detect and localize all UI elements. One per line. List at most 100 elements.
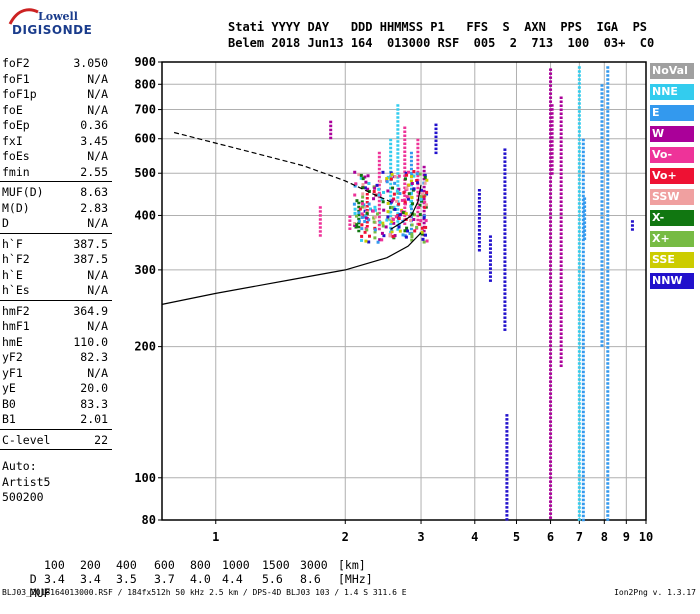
echo-mark: [577, 426, 581, 429]
echo-mark: [505, 494, 509, 497]
echo-mark: [477, 189, 481, 192]
echo-mark: [503, 156, 507, 159]
echo-mark: [318, 206, 322, 209]
echo-mark: [503, 304, 507, 307]
echo-mark: [549, 256, 553, 259]
echo-mark: [549, 460, 553, 463]
echo-mark: [505, 418, 509, 421]
echo-mark: [581, 174, 585, 178]
echo-mark: [357, 205, 361, 209]
echo-mark: [549, 192, 553, 195]
y-tick-label: 300: [134, 263, 156, 277]
echo-mark: [550, 168, 554, 171]
echo-mark: [396, 212, 400, 215]
autoscaling-line: Auto:: [2, 459, 37, 473]
echo-mark: [392, 192, 396, 196]
echo-mark: [606, 342, 610, 345]
echo-mark: [606, 178, 610, 181]
echo-mark: [577, 418, 581, 421]
echo-mark: [549, 200, 553, 203]
echo-mark: [600, 100, 604, 103]
echo-mark: [600, 320, 604, 323]
echo-mark: [550, 152, 554, 155]
echo-mark: [581, 218, 585, 222]
echo-mark: [505, 446, 509, 449]
echo-mark: [416, 142, 420, 146]
echo-mark: [577, 82, 581, 85]
echo-mark: [422, 197, 426, 201]
echo-mark: [405, 173, 409, 177]
echo-mark: [411, 202, 415, 206]
echo-mark: [577, 302, 581, 305]
echo-mark: [549, 188, 553, 191]
echo-mark: [416, 138, 420, 142]
echo-mark: [364, 239, 368, 243]
echo-mark: [606, 446, 610, 449]
echo-mark: [389, 222, 393, 226]
echo-mark: [600, 224, 604, 227]
echo-mark: [477, 229, 481, 232]
echo-mark: [503, 168, 507, 171]
echo-mark: [381, 221, 385, 225]
y-tick-label: 80: [142, 513, 156, 527]
echo-mark: [559, 240, 563, 244]
echo-mark: [318, 214, 322, 217]
echo-mark: [577, 466, 581, 469]
echo-mark: [412, 217, 416, 221]
echo-mark: [365, 228, 369, 232]
echo-mark: [581, 422, 585, 426]
echo-mark: [577, 486, 581, 489]
param-value: N/A: [87, 87, 108, 101]
echo-mark: [581, 454, 585, 458]
echo-mark: [367, 189, 371, 193]
echo-mark: [373, 228, 377, 232]
echo-mark: [559, 196, 563, 200]
echo-mark: [549, 384, 553, 387]
param-name: foF1p: [2, 87, 37, 101]
echo-mark: [581, 254, 585, 258]
echo-mark: [600, 272, 604, 275]
echo-mark: [503, 328, 507, 331]
echo-mark: [577, 442, 581, 445]
echo-mark: [416, 158, 420, 162]
echo-mark: [581, 310, 585, 314]
echo-mark: [600, 280, 604, 283]
echo-mark: [559, 284, 563, 288]
echo-mark: [396, 156, 400, 159]
echo-mark: [600, 148, 604, 151]
muf-value: 4.4: [222, 572, 243, 586]
echo-mark: [600, 104, 604, 107]
echo-mark: [549, 260, 553, 263]
echo-mark: [549, 500, 553, 503]
echo-mark: [581, 242, 585, 246]
echo-mark: [577, 78, 581, 81]
echo-mark: [550, 164, 554, 167]
echo-mark: [600, 152, 604, 155]
echo-mark: [581, 386, 585, 390]
echo-mark: [577, 502, 581, 505]
echo-mark: [416, 181, 420, 185]
echo-mark: [378, 193, 382, 197]
echo-mark: [549, 504, 553, 507]
echo-mark: [390, 205, 394, 209]
echo-mark: [606, 474, 610, 477]
echo-mark: [577, 110, 581, 113]
echo-mark: [409, 159, 413, 163]
echo-mark: [477, 197, 481, 200]
param-row-yf1: yF1 N/A: [2, 366, 108, 380]
echo-mark: [606, 374, 610, 377]
echo-mark: [606, 518, 610, 521]
echo-mark: [606, 146, 610, 149]
echo-mark: [577, 398, 581, 401]
echo-mark: [600, 316, 604, 319]
echo-mark: [606, 286, 610, 289]
echo-mark: [401, 211, 405, 215]
echo-mark: [396, 112, 400, 115]
echo-mark: [365, 221, 369, 224]
echo-mark: [505, 506, 509, 509]
param-separator: [0, 428, 112, 430]
echo-mark: [606, 294, 610, 297]
echo-mark: [550, 172, 554, 175]
echo-mark: [410, 235, 414, 239]
echo-mark: [549, 320, 553, 323]
